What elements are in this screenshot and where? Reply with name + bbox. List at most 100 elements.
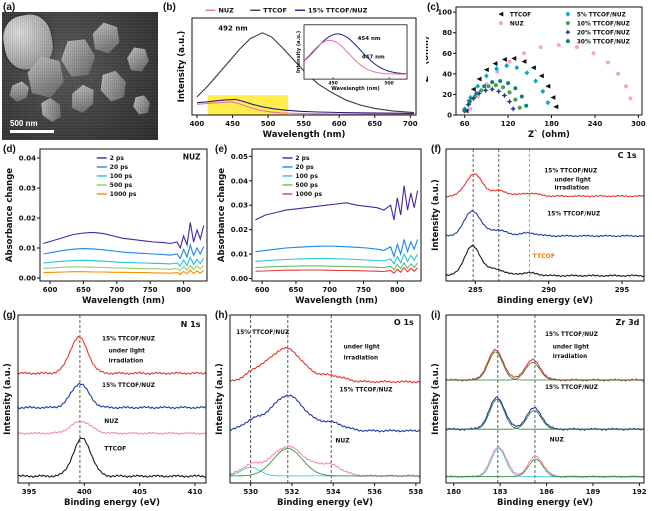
svg-text:0.03: 0.03 [19,185,36,193]
svg-text:650: 650 [367,120,382,128]
svg-text:0.02: 0.02 [231,226,248,234]
svg-text:395: 395 [22,488,37,496]
svg-text:NUZ: NUZ [510,21,524,27]
svg-text:15% TTCOF/NUZ: 15% TTCOF/NUZ [545,332,598,338]
svg-text:5% TTCOF/NUZ: 5% TTCOF/NUZ [577,12,626,18]
svg-text:under light: under light [109,349,145,355]
svg-text:TTCOF: TTCOF [104,445,126,452]
svg-text:750: 750 [356,286,371,294]
svg-text:192: 192 [632,488,647,496]
panel-e: (e) 600 650 700 750 800 0.00 0.01 0.02 0.03 0.04 0… [214,144,426,306]
svg-text:15% TTCOF/NUZ: 15% TTCOF/NUZ [102,383,155,389]
svg-text:TTCOF: TTCOF [533,253,556,260]
svg-text:650: 650 [76,286,91,294]
svg-text:Wavelength (nm): Wavelength (nm) [331,86,380,92]
svg-text:20 ps: 20 ps [110,164,129,171]
svg-text:Intensity (a.u.): Intensity (a.u.) [431,179,441,251]
svg-text:536: 536 [367,488,382,496]
svg-text:under light: under light [555,177,591,183]
svg-text:800: 800 [176,286,191,294]
svg-text:Binding energy (eV): Binding energy (eV) [277,498,373,508]
svg-text:Wavelength (nm): Wavelength (nm) [82,296,165,306]
svg-text:1000 ps: 1000 ps [295,191,322,198]
svg-text:500: 500 [261,120,276,128]
svg-text:532: 532 [285,488,300,496]
svg-text:0.05: 0.05 [231,153,248,161]
svg-text:TTCOF: TTCOF [263,6,287,14]
svg-text:Zr 3d: Zr 3d [616,318,640,327]
svg-text:300: 300 [631,120,646,128]
svg-text:15% TTCOF/NUZ: 15% TTCOF/NUZ [544,169,597,175]
svg-text:20% TTCOF/NUZ: 20% TTCOF/NUZ [577,30,630,36]
svg-text:C 1s: C 1s [618,151,637,160]
svg-text:Binding energy (eV): Binding energy (eV) [497,498,593,508]
svg-text:2 ps: 2 ps [295,155,310,162]
ta-spectra-nuz-chart: 600 650 700 750 800 0.00 0.01 0.02 0.03 0.04 Wavel… [2,144,212,306]
panel-label-d: (d) [3,144,16,155]
svg-text:Absorbance change: Absorbance change [217,168,227,262]
eis-nyquist-chart: 60 120 180 240 300 0 20 40 60 80 100 Z` (ohm) -Z`` (… [426,2,650,140]
svg-text:30% TTCOF/NUZ: 30% TTCOF/NUZ [577,39,630,45]
sem-grain-overlay [2,12,158,140]
svg-text:Intensity (a.u.): Intensity (a.u.) [177,31,187,103]
svg-text:295: 295 [615,286,630,294]
panel-b: (b) 400 450 500 550 600 650 700 Wavelength (nm)… [162,2,422,140]
svg-text:0: 0 [447,112,452,120]
scale-bar-line [10,130,54,133]
svg-text:15% TTCOF/NUZ: 15% TTCOF/NUZ [308,6,368,14]
svg-text:15% TTCOF/NUZ: 15% TTCOF/NUZ [236,330,289,336]
svg-text:600: 600 [43,286,58,294]
svg-text:750: 750 [143,286,158,294]
svg-text:454 nm: 454 nm [358,36,381,42]
svg-text:240: 240 [588,120,603,128]
svg-text:290: 290 [541,286,556,294]
svg-text:20: 20 [442,91,452,99]
svg-text:-Z`` (ohm): -Z`` (ohm) [426,36,431,86]
svg-text:Absorbance change: Absorbance change [5,168,15,262]
panel-c: (c) 60 120 180 240 300 0 20 40 60 80 100 Z` (ohm) -Z… [426,2,650,140]
svg-text:183: 183 [493,488,508,496]
xps-n1s-chart: 395 400 405 410 Binding energy (eV) Intensity… [2,310,212,508]
svg-text:20 ps: 20 ps [295,164,314,171]
svg-text:0.01: 0.01 [231,251,248,259]
panel-label-c: (c) [427,2,440,13]
svg-text:405: 405 [132,488,147,496]
svg-text:0.00: 0.00 [231,275,248,283]
svg-text:15% TTCOF/NUZ: 15% TTCOF/NUZ [545,385,598,391]
svg-text:0.04: 0.04 [19,155,36,163]
svg-text:550: 550 [296,120,311,128]
panel-label-f: (f) [431,144,441,155]
svg-text:410: 410 [188,488,203,496]
svg-text:2 ps: 2 ps [110,155,125,162]
svg-text:100 ps: 100 ps [295,173,318,180]
svg-text:500: 500 [384,81,393,87]
svg-text:450: 450 [225,120,240,128]
panel-d: (d) 600 650 700 750 800 0.00 0.01 0.02 0.03 0.04 W… [2,144,212,306]
xps-c1s-chart: 285 290 295 Binding energy (eV) Intensity (a… [430,144,650,306]
svg-text:NUZ: NUZ [335,438,350,445]
svg-text:600: 600 [255,286,270,294]
svg-text:189: 189 [586,488,601,496]
svg-text:0.01: 0.01 [19,245,36,253]
svg-text:Binding energy (eV): Binding energy (eV) [64,498,160,508]
svg-text:700: 700 [322,286,337,294]
svg-text:60: 60 [460,120,470,128]
uvvis-absorption-chart: 400 450 500 550 600 650 700 Wavelength (nm) Inte… [162,2,422,140]
svg-text:700: 700 [403,120,418,128]
svg-text:Intensity (a.u.): Intensity (a.u.) [431,363,441,435]
svg-text:Z` (ohm): Z` (ohm) [528,129,570,140]
svg-text:285: 285 [468,286,483,294]
svg-text:1000 ps: 1000 ps [110,191,137,198]
svg-text:186: 186 [539,488,554,496]
svg-text:NUZ: NUZ [183,153,201,162]
svg-text:irradiation: irradiation [553,354,588,360]
svg-text:40: 40 [442,70,452,78]
svg-text:N 1s: N 1s [181,320,201,329]
ta-spectra-ttcof-nuz-chart: 600 650 700 750 800 0.00 0.01 0.02 0.03 0.04 0.05 W… [214,144,426,306]
svg-text:60: 60 [442,50,452,58]
svg-text:Wavelength (nm): Wavelength (nm) [263,130,346,140]
scale-bar: 500 nm [10,119,54,133]
panel-label-h: (h) [215,310,228,321]
svg-text:Intensity (a.u.): Intensity (a.u.) [3,363,13,435]
